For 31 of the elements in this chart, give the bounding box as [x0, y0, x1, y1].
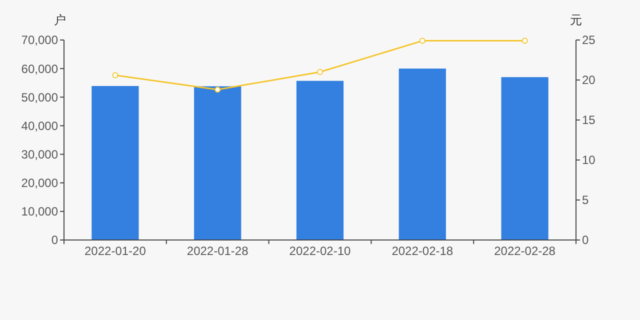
y-tick-label: 70,000	[21, 33, 58, 48]
y-tick-label: 60,000	[21, 62, 58, 76]
x-tick-label: 2022-01-20	[84, 244, 146, 258]
x-tick-label: 2022-01-28	[186, 244, 249, 258]
bar	[296, 80, 344, 240]
bar	[501, 77, 548, 240]
y-tick-label: 0	[51, 233, 58, 248]
y-tick-label: 40,000	[21, 118, 58, 133]
y-tick-label: 30,000	[21, 147, 58, 162]
y2-tick-label: 10	[582, 153, 596, 168]
point	[419, 38, 426, 44]
x-tick-label: 2022-02-18	[392, 244, 454, 258]
x-tick-label: 2022-02-10	[289, 244, 352, 258]
bar	[194, 86, 242, 240]
y-tick-label: 50,000	[21, 90, 58, 104]
y-tick-label: 10,000	[21, 204, 58, 219]
x-tick-label: 2022-02-28	[494, 244, 556, 258]
point	[112, 72, 118, 78]
point	[214, 86, 221, 93]
y2-tick-label: 25	[582, 33, 596, 48]
y2-tick-label: 0	[582, 233, 589, 248]
y2-tick-label: 5	[582, 193, 589, 208]
y2-tick-label: 15	[582, 113, 596, 128]
bar	[398, 68, 446, 240]
y2-tick-label: 20	[582, 73, 596, 88]
point	[522, 38, 528, 44]
y-tick-label: 20,000	[21, 176, 58, 190]
y2-axis-title: 元	[570, 13, 582, 27]
bar	[92, 86, 139, 240]
y-axis-title: 户	[54, 13, 66, 27]
point	[317, 69, 323, 75]
